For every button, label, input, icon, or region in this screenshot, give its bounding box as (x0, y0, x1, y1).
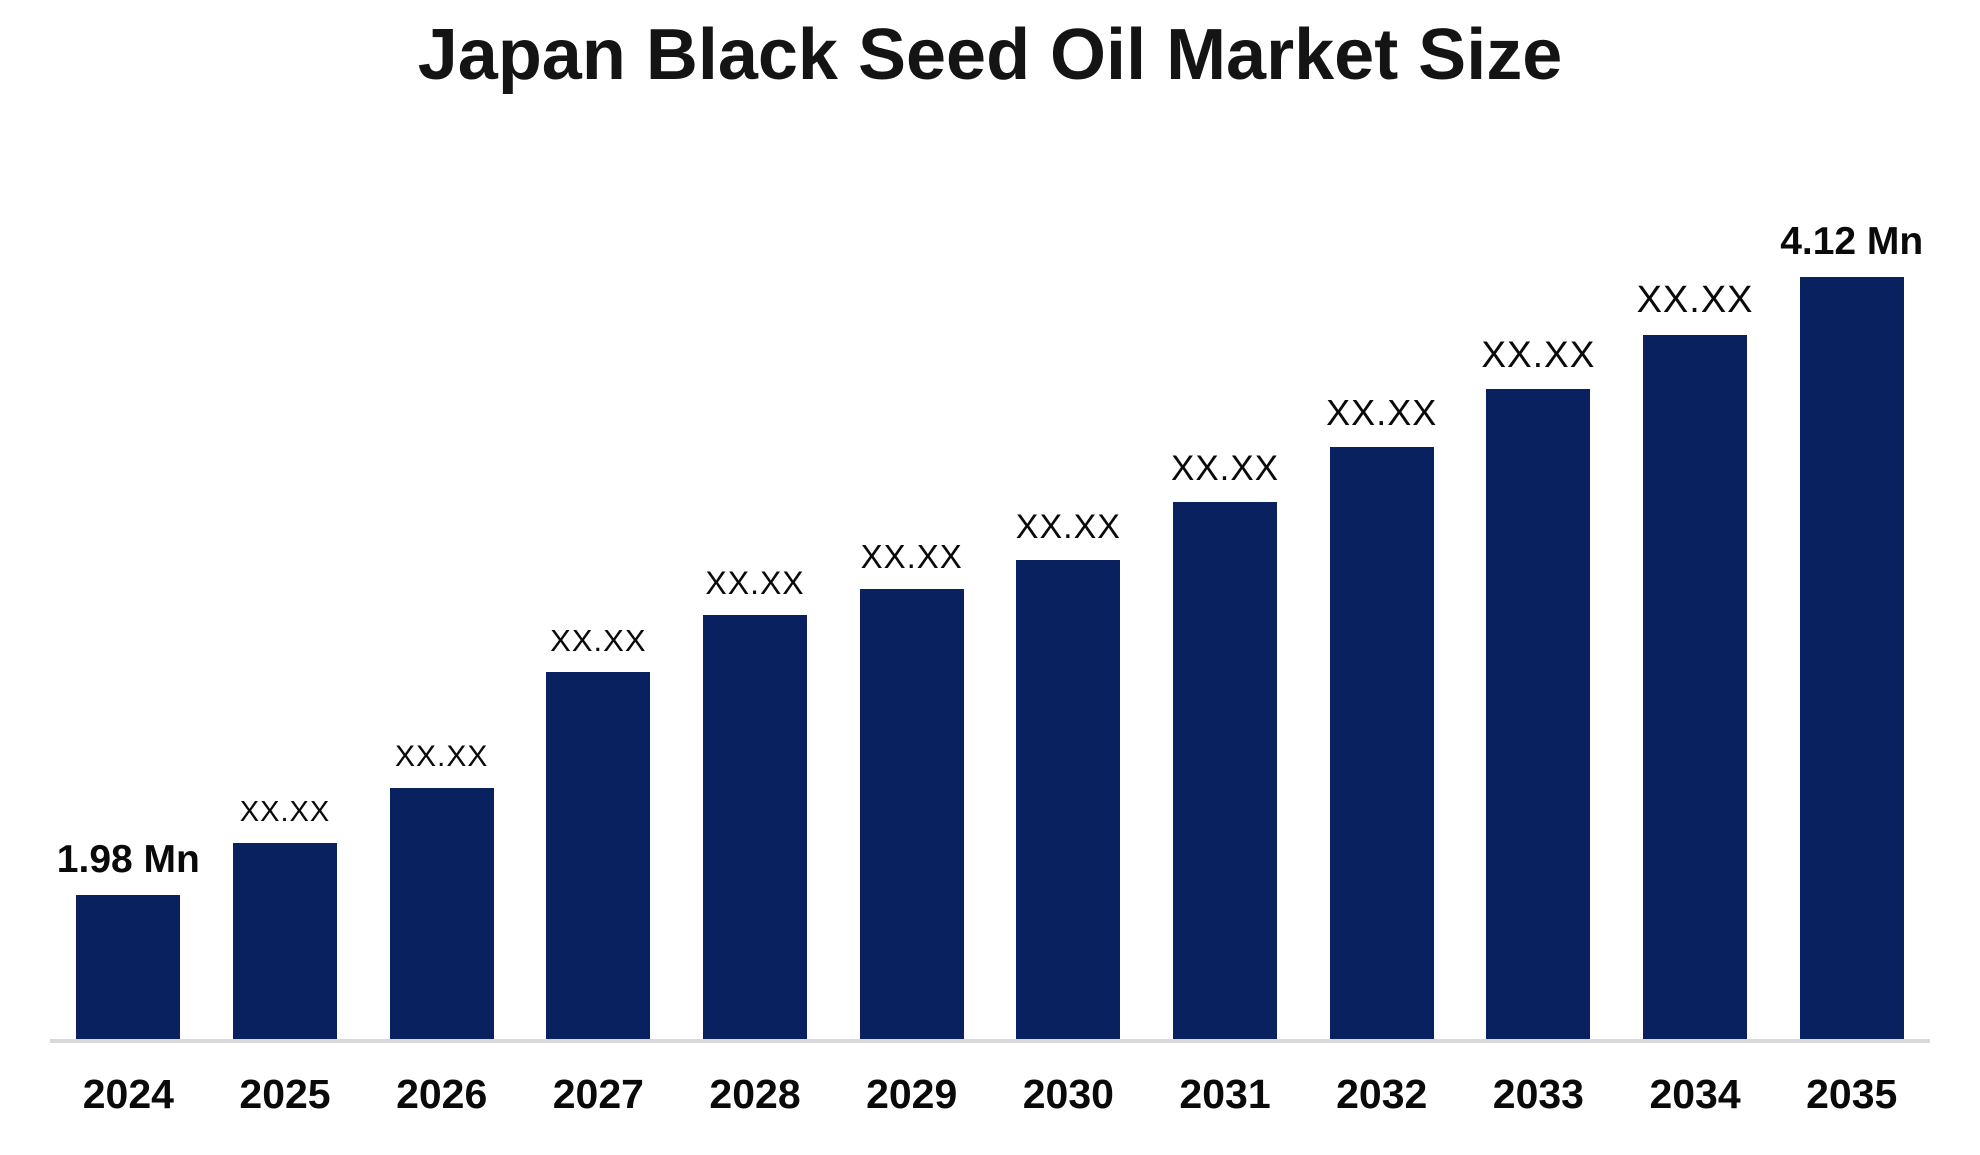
bar-group-2034: XX.XX (1617, 196, 1774, 1039)
x-tick-label-2032: 2032 (1336, 1071, 1428, 1117)
bar-2030 (1016, 560, 1121, 1039)
bar-2031 (1173, 502, 1278, 1039)
bar-value-label-2025: XX.XX (239, 796, 331, 828)
chart-title: Japan Black Seed Oil Market Size (417, 15, 1563, 95)
x-tick-label-2031: 2031 (1179, 1071, 1271, 1117)
bar-group-2024: 1.98 Mn (50, 196, 207, 1039)
bar-value-label-2028: XX.XX (705, 565, 805, 601)
bar-value-label-2029: XX.XX (860, 538, 963, 575)
bar-group-2028: XX.XX (677, 196, 834, 1039)
x-axis-line (50, 1039, 1930, 1043)
bar-group-2027: XX.XX (520, 196, 677, 1039)
bar-value-label-2033: XX.XX (1481, 334, 1596, 375)
bar-group-2030: XX.XX (990, 196, 1147, 1039)
bar-group-2032: XX.XX (1303, 196, 1460, 1039)
bar-value-label-2026: XX.XX (394, 740, 489, 773)
bar-value-label-2027: XX.XX (550, 623, 647, 658)
x-tick-label-2028: 2028 (709, 1071, 801, 1117)
x-tick-label-2026: 2026 (396, 1071, 488, 1117)
bar-2025 (233, 843, 337, 1039)
bar-value-label-2034: XX.XX (1636, 279, 1754, 321)
bar-group-2031: XX.XX (1147, 196, 1304, 1039)
x-tick-label-2029: 2029 (866, 1071, 958, 1117)
bar-value-label-2030: XX.XX (1015, 508, 1121, 546)
bar-2028 (703, 615, 808, 1039)
x-tick-label-2033: 2033 (1492, 1071, 1584, 1117)
bar-2035 (1799, 277, 1904, 1039)
bar-group-2035: 4.12 Mn (1773, 196, 1930, 1039)
x-tick-label-2034: 2034 (1649, 1071, 1741, 1117)
bar-value-label-2035: 4.12 Mn (1780, 220, 1924, 263)
plot-area: 1.98 Mn XX.XX XX.XX XX.XX XX.XX XX.XX XX.XX XX.… (50, 196, 1930, 1039)
bar-2032 (1329, 447, 1434, 1039)
bar-2024 (76, 895, 181, 1039)
bar-group-2033: XX.XX (1460, 196, 1617, 1039)
bar-2034 (1643, 335, 1748, 1039)
bar-value-label-2031: XX.XX (1170, 449, 1280, 488)
bar-2033 (1486, 389, 1591, 1039)
x-tick-label-2025: 2025 (239, 1071, 331, 1117)
bar-2026 (389, 788, 494, 1039)
bar-2029 (859, 589, 964, 1039)
bar-group-2026: XX.XX (363, 196, 520, 1039)
bar-value-label-2032: XX.XX (1326, 392, 1438, 433)
x-tick-label-2024: 2024 (82, 1071, 174, 1117)
x-axis-labels: 2024 2025 2026 2027 2028 2029 2030 2031 2032 2033… (50, 1074, 1930, 1115)
bar-2027 (546, 672, 651, 1039)
bar-group-2025: XX.XX (207, 196, 364, 1039)
x-tick-label-2035: 2035 (1806, 1071, 1898, 1117)
bar-group-2029: XX.XX (833, 196, 990, 1039)
bar-value-label-2024: 1.98 Mn (56, 838, 200, 881)
x-tick-label-2030: 2030 (1022, 1071, 1114, 1117)
x-tick-label-2027: 2027 (552, 1071, 644, 1117)
